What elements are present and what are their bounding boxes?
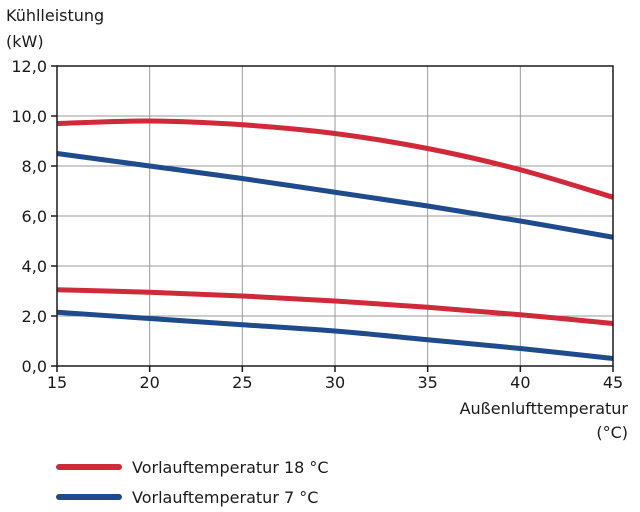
y-tick-label: 4,0: [22, 257, 47, 276]
series-line-2: [56, 151, 614, 240]
y-axis-label-line2: (kW): [6, 32, 44, 51]
y-tick-label: 12,0: [11, 57, 47, 76]
legend-item-18c: Vorlauftemperatur 18 °C: [56, 452, 329, 482]
y-axis-label-line1: Kühlleistung: [6, 6, 105, 25]
y-tick-label: 6,0: [22, 207, 47, 226]
x-tick-label: 20: [139, 373, 159, 392]
x-axis-label-line2: (°C): [596, 423, 628, 442]
y-tick-label: 8,0: [22, 157, 47, 176]
legend-label-7c: Vorlauftemperatur 7 °C: [132, 487, 319, 507]
series-line-4: [56, 309, 614, 361]
legend-item-7c: Vorlauftemperatur 7 °C: [56, 482, 329, 512]
y-tick-label: 10,0: [11, 107, 47, 126]
legend-label-18c: Vorlauftemperatur 18 °C: [132, 457, 329, 477]
line-chart: 15 20 25 30 35 40 45 0,0 2,0 4,0 6,0 8,0 10,0 12,0: [11, 57, 623, 392]
series-line-3: [56, 287, 614, 326]
x-tick-label: 30: [325, 373, 345, 392]
legend-swatch-blue: [56, 494, 122, 500]
y-tick-label: 0,0: [22, 357, 47, 376]
x-tick-label: 45: [603, 373, 623, 392]
x-tick-label: 25: [232, 373, 252, 392]
legend: Vorlauftemperatur 18 °C Vorlauftemperatu…: [56, 452, 329, 512]
legend-swatch-red: [56, 464, 122, 470]
x-tick-label: 15: [47, 373, 67, 392]
x-tick-label: 35: [417, 373, 437, 392]
x-tick-label: 40: [510, 373, 530, 392]
series-line-1: [56, 118, 614, 200]
y-tick-label: 2,0: [22, 307, 47, 326]
x-axis-label-line1: Außenlufttemperatur: [459, 399, 628, 418]
